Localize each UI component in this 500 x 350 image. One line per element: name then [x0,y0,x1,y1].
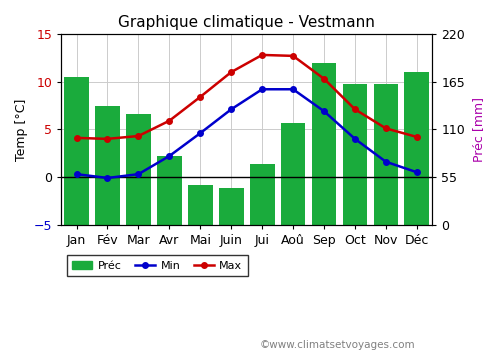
Max [290,54,296,58]
Bar [404,72,429,225]
Max [74,136,80,140]
Bar [188,185,212,225]
Min [383,160,389,164]
Bar [280,123,305,225]
Max [383,126,389,131]
Max [414,135,420,139]
Y-axis label: Temp [°C]: Temp [°C] [15,98,28,161]
Min [321,109,327,113]
Bar [126,114,151,225]
Legend: Préc, Min, Max: Préc, Min, Max [66,255,248,276]
Min [166,154,172,158]
Max [259,53,265,57]
Title: Graphique climatique - Vestmann: Graphique climatique - Vestmann [118,15,375,30]
Line: Min: Min [74,86,420,181]
Min [228,107,234,111]
Min [352,137,358,141]
Min [74,172,80,176]
Max [198,95,203,99]
Max [352,107,358,111]
Min [414,170,420,174]
Bar [342,84,367,225]
Bar [95,106,120,225]
Min [259,87,265,91]
Max [228,70,234,74]
Max [321,77,327,81]
Min [290,87,296,91]
Bar [64,77,89,225]
Bar [312,63,336,225]
Min [136,172,141,176]
Max [166,119,172,123]
Bar [157,156,182,225]
Min [104,176,110,180]
Max [104,137,110,141]
Text: ©www.climatsetvoyages.com: ©www.climatsetvoyages.com [260,340,416,350]
Bar [219,188,244,225]
Bar [250,164,274,225]
Bar [374,84,398,225]
Max [136,134,141,138]
Y-axis label: Préc [mm]: Préc [mm] [472,97,485,162]
Line: Max: Max [74,52,420,142]
Min [198,131,203,135]
